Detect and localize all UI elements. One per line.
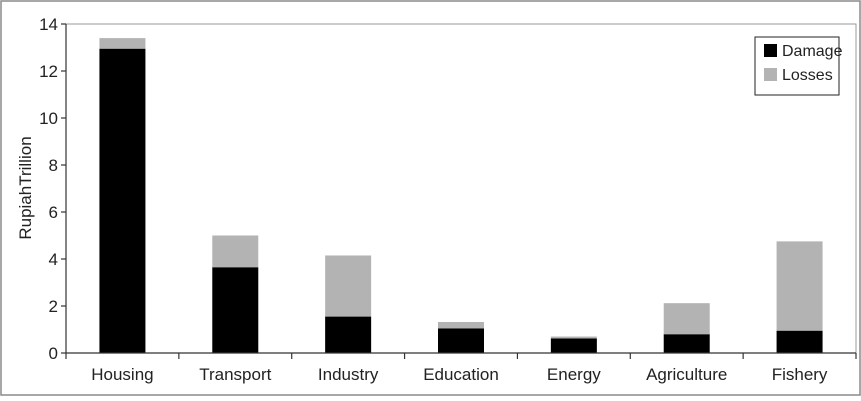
bar-housing-damage [99,48,146,354]
bar-education-damage [438,328,484,353]
bar-agriculture-losses [663,303,710,335]
bar-energy-losses [550,336,597,339]
y-axis-label: RupiahTrillion [16,136,35,239]
legend: Damage Losses [754,36,843,96]
y-tick-label-2: 2 [49,297,58,316]
y-tick-label-12: 12 [39,62,58,81]
legend-swatch-damage [764,44,777,57]
y-tick-label-4: 4 [49,250,58,269]
x-tick-label-transport: Transport [199,365,271,384]
y-tick-label-8: 8 [49,156,58,175]
legend-swatch-losses [764,68,777,81]
bar-education-losses [438,321,484,329]
bar-housing-losses [99,38,146,49]
x-tick-label-housing: Housing [91,365,153,384]
y-tick-label-10: 10 [39,109,58,128]
bar-industry-losses [325,255,372,317]
bar-industry-damage [325,316,372,353]
x-tick-label-energy: Energy [547,365,601,384]
bar-transport-losses [212,235,259,268]
y-tick-label-0: 0 [49,344,58,363]
legend-label-damage: Damage [782,43,843,60]
bars-group [99,38,823,354]
x-tick-label-industry: Industry [318,365,379,384]
legend-label-losses: Losses [782,67,833,84]
x-tick-label-agriculture: Agriculture [646,365,727,384]
y-axis: 0 2 4 6 8 10 12 14 [39,15,67,363]
bar-fishery-losses [776,241,823,331]
x-axis: Housing Transport Industry Education Energy A… [65,352,857,384]
bar-agriculture-damage [663,334,710,353]
bar-fishery-damage [776,330,823,353]
bar-energy-damage [550,338,597,353]
y-tick-label-6: 6 [49,203,58,222]
x-tick-label-fishery: Fishery [772,365,828,384]
y-tick-label-14: 14 [39,15,58,34]
bar-transport-damage [212,267,259,353]
x-tick-label-education: Education [423,365,499,384]
